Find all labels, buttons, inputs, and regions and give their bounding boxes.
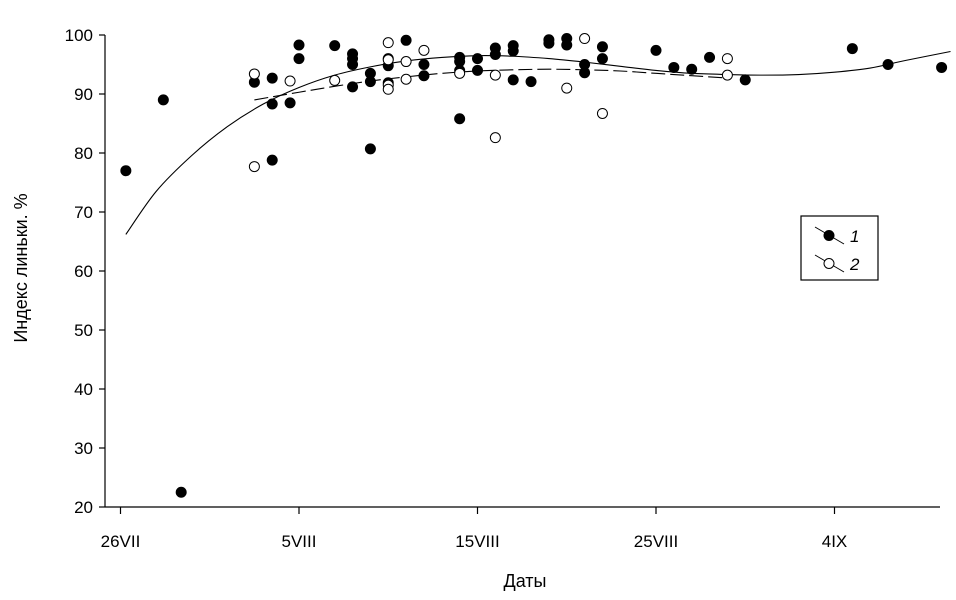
- data-point-series-1: [266, 72, 278, 84]
- data-point-series-2: [400, 56, 412, 68]
- x-tick-label: 15VIII: [455, 532, 499, 551]
- data-point-series-2: [418, 44, 430, 56]
- data-point-series-1: [347, 59, 359, 70]
- x-tick-label: 5VIII: [282, 532, 317, 551]
- data-point-series-1: [284, 97, 296, 109]
- y-axis-title: Индекс линьки. %: [11, 193, 31, 342]
- legend-entry-2: 2: [814, 254, 860, 274]
- data-point-series-2: [561, 82, 573, 94]
- x-axis-title: Даты: [504, 571, 547, 591]
- data-point-series-1: [686, 63, 698, 75]
- y-tick-label: 100: [65, 26, 93, 45]
- data-point-series-1: [525, 76, 537, 88]
- data-point-series-2: [284, 75, 296, 87]
- data-point-series-1: [739, 74, 751, 86]
- y-tick-label: 50: [74, 321, 93, 340]
- data-point-series-1: [472, 53, 483, 65]
- data-point-series-1: [175, 486, 187, 498]
- y-tick-label: 90: [74, 85, 93, 104]
- legend-box: [800, 215, 879, 281]
- data-point-series-2: [382, 37, 394, 49]
- data-point-series-2: [382, 54, 394, 66]
- data-point-series-2: [489, 69, 501, 81]
- data-point-series-1: [157, 94, 169, 106]
- y-tick-label: 60: [74, 262, 93, 281]
- legend-label-2: 2: [849, 255, 860, 274]
- data-point-series-1: [454, 113, 466, 125]
- data-point-series-1: [596, 53, 608, 65]
- x-tick-label: 26VII: [101, 532, 141, 551]
- data-point-series-2: [489, 132, 501, 144]
- data-point-series-1: [266, 98, 278, 110]
- data-point-series-2: [454, 67, 466, 79]
- data-point-series-2: [721, 69, 733, 81]
- x-tick-label: 25VIII: [634, 532, 678, 551]
- trend-line-series-1: [125, 50, 951, 235]
- y-tick-label: 30: [74, 439, 93, 458]
- data-point-series-1: [936, 61, 948, 73]
- data-point-series-1: [472, 64, 483, 76]
- data-point-series-1: [882, 59, 894, 70]
- data-point-series-2: [579, 33, 591, 45]
- y-tick-label: 20: [74, 498, 93, 517]
- trend-lines: [125, 50, 951, 235]
- data-point-series-1: [329, 40, 341, 52]
- y-ticks: 20 30 40 50 60 70 80 90 100: [65, 26, 105, 517]
- data-point-series-1: [507, 45, 519, 57]
- legend-marker-1: [823, 230, 835, 241]
- data-point-series-1: [400, 34, 412, 46]
- y-tick-label: 80: [74, 144, 93, 163]
- legend-entry-1: 1: [814, 226, 859, 246]
- data-point-series-2: [382, 83, 394, 95]
- data-point-series-1: [364, 76, 376, 88]
- data-point-series-1: [364, 143, 376, 155]
- data-point-series-1: [668, 61, 680, 73]
- data-point-series-1: [266, 154, 278, 166]
- x-tick-label: 4IX: [822, 532, 848, 551]
- data-point-series-2: [248, 161, 260, 173]
- data-point-series-1: [507, 74, 519, 86]
- legend-marker-2: [823, 258, 835, 269]
- data-point-series-1: [347, 81, 359, 93]
- data-point-series-2: [596, 107, 608, 119]
- data-point-series-1: [489, 48, 501, 60]
- trend-line-series-2: [254, 68, 728, 101]
- x-ticks: 26VII 5VIII 15VIII 25VIII 4IX: [101, 507, 848, 551]
- data-point-series-1: [650, 44, 662, 56]
- data-point-series-1: [418, 59, 430, 70]
- y-tick-label: 70: [74, 203, 93, 222]
- data-point-series-2: [248, 68, 260, 80]
- data-point-series-1: [846, 43, 858, 55]
- data-point-series-1: [293, 39, 305, 51]
- data-point-series-2: [721, 53, 733, 65]
- data-point-series-1: [704, 51, 716, 63]
- data-point-series-1: [293, 53, 305, 65]
- data-point-series-2: [329, 74, 341, 86]
- data-point-series-1: [561, 39, 573, 51]
- data-point-series-2: [400, 73, 412, 85]
- y-tick-label: 40: [74, 380, 93, 399]
- data-point-series-1: [579, 67, 591, 79]
- legend-label-1: 1: [850, 227, 859, 246]
- points-layer: [120, 33, 948, 498]
- data-point-series-1: [543, 37, 555, 49]
- data-point-series-1: [596, 41, 608, 53]
- data-point-series-1: [418, 70, 430, 82]
- legend: 1 2: [800, 215, 879, 281]
- data-point-series-1: [120, 165, 132, 177]
